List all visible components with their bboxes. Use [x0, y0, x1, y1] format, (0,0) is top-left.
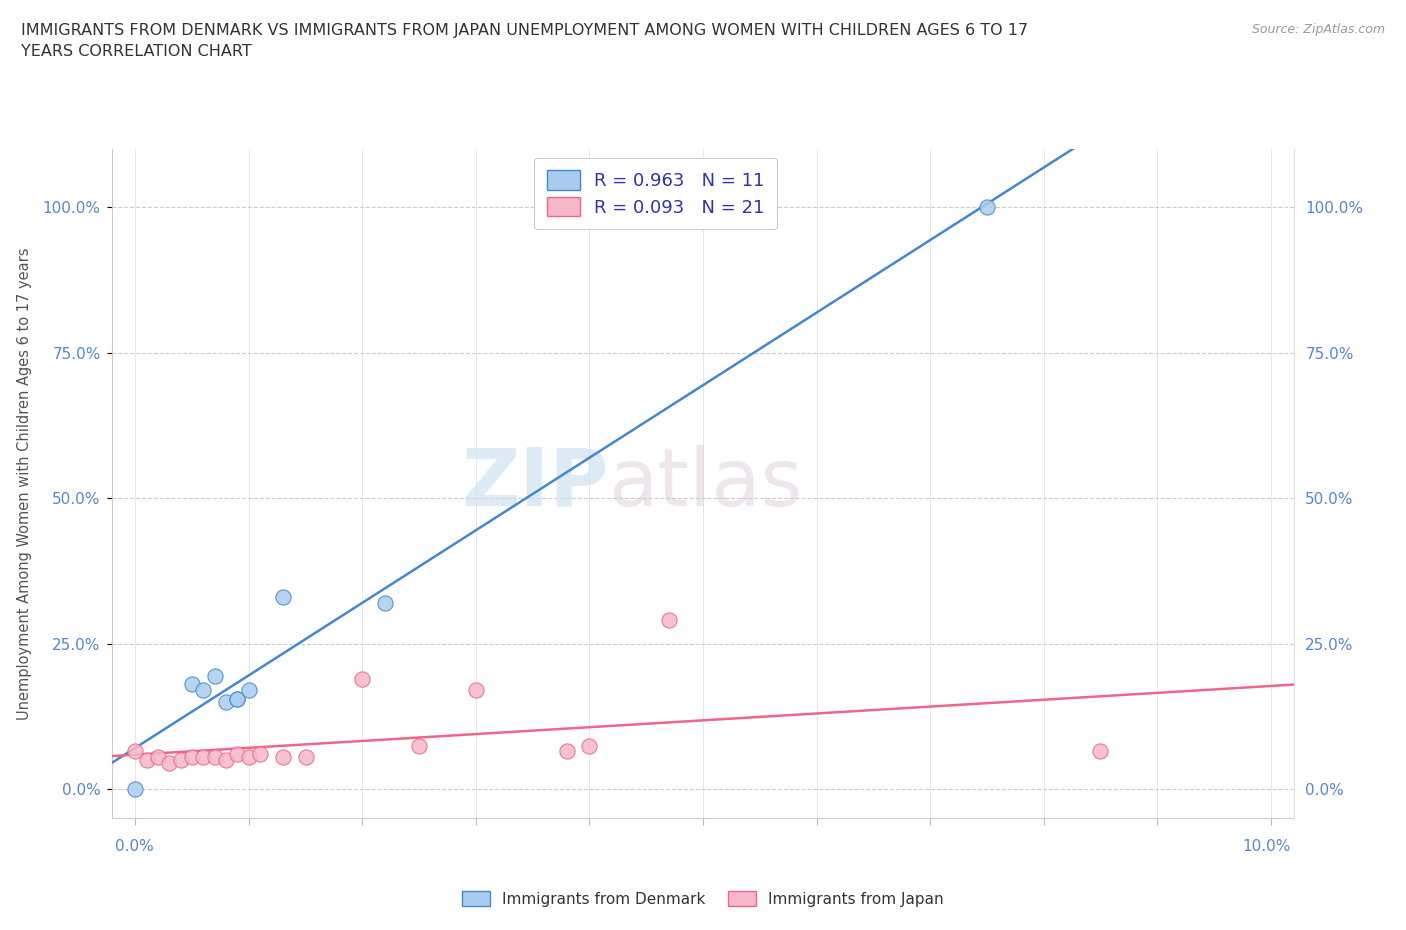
Point [408, 738, 430, 753]
Point [249, 747, 271, 762]
Point [464, 683, 486, 698]
Text: ZIP: ZIP [461, 445, 609, 523]
Point [181, 677, 204, 692]
Point [226, 692, 249, 707]
Point [204, 669, 226, 684]
Point [146, 750, 169, 764]
Point [181, 750, 204, 764]
Point [226, 747, 249, 762]
Point [578, 738, 600, 753]
Point [169, 752, 191, 767]
Text: 0.0%: 0.0% [115, 839, 155, 854]
Point [135, 752, 157, 767]
Point [157, 756, 180, 771]
Text: IMMIGRANTS FROM DENMARK VS IMMIGRANTS FROM JAPAN UNEMPLOYMENT AMONG WOMEN WITH C: IMMIGRANTS FROM DENMARK VS IMMIGRANTS FR… [21, 23, 1028, 60]
Y-axis label: Unemployment Among Women with Children Ages 6 to 17 years: Unemployment Among Women with Children A… [17, 247, 31, 720]
Point [555, 744, 578, 759]
Point [294, 750, 316, 764]
Legend: R = 0.963   N = 11, R = 0.093   N = 21: R = 0.963 N = 11, R = 0.093 N = 21 [534, 158, 778, 229]
Text: 10.0%: 10.0% [1243, 839, 1291, 854]
Point [976, 200, 998, 215]
Point [271, 590, 294, 604]
Point [193, 750, 215, 764]
Point [215, 752, 238, 767]
Point [193, 683, 215, 698]
Point [204, 750, 226, 764]
Point [226, 692, 249, 707]
Point [374, 595, 396, 610]
Point [352, 671, 374, 686]
Point [238, 750, 260, 764]
Legend: Immigrants from Denmark, Immigrants from Japan: Immigrants from Denmark, Immigrants from… [456, 885, 950, 913]
Point [271, 750, 294, 764]
Point [215, 695, 238, 710]
Text: Source: ZipAtlas.com: Source: ZipAtlas.com [1251, 23, 1385, 36]
Text: atlas: atlas [609, 445, 803, 523]
Point [658, 613, 681, 628]
Point [124, 744, 146, 759]
Point [238, 683, 260, 698]
Point [1090, 744, 1112, 759]
Point [124, 782, 146, 797]
